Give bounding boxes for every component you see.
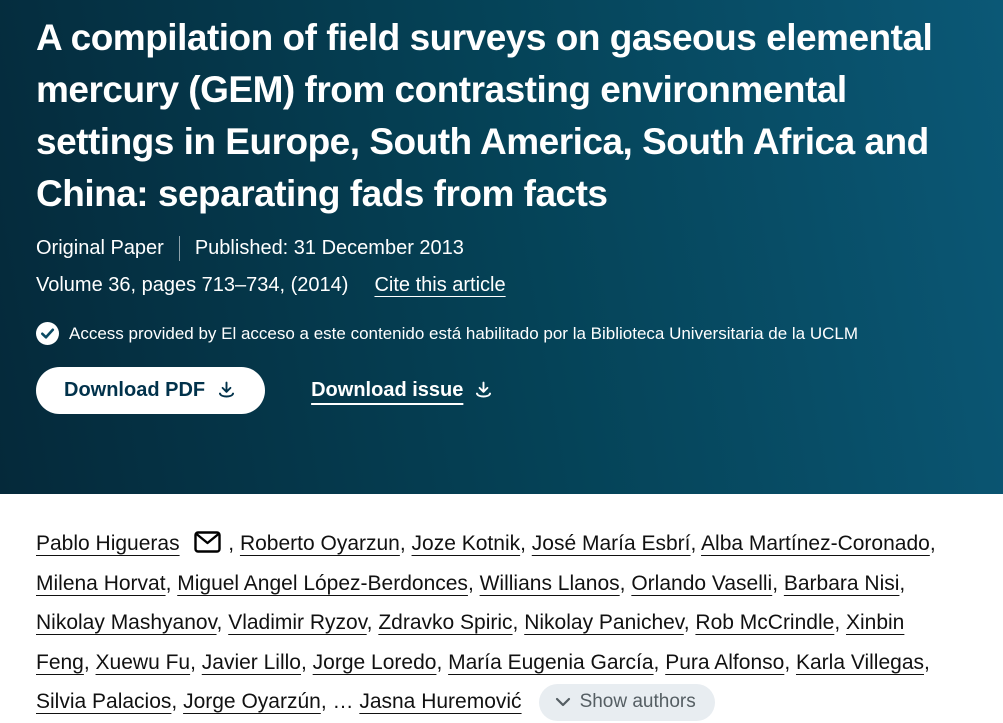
envelope-icon (194, 531, 222, 553)
author-link[interactable]: Joze Kotnik (411, 532, 521, 555)
author-link[interactable]: Pura Alfonso (665, 650, 785, 674)
author-link[interactable]: Milena Horvat (36, 571, 166, 595)
author-link[interactable]: Orlando Vaselli (631, 571, 773, 595)
download-pdf-label: Download PDF (64, 379, 206, 401)
author-link[interactable]: Nikolay Panichev (524, 611, 684, 634)
meta-separator (178, 236, 180, 261)
show-authors-button[interactable]: Show authors (538, 683, 715, 721)
author-link[interactable]: Javier Lillo (201, 650, 301, 674)
show-authors-label: Show authors (579, 690, 696, 712)
article-hero: A compilation of field surveys on gaseou… (0, 0, 1003, 494)
access-note: Access provided by El acceso a este cont… (69, 323, 859, 343)
download-icon (476, 381, 492, 398)
actions-row: Download PDF Download issue (36, 367, 967, 414)
author-link[interactable]: Barbara Nisi (783, 571, 900, 595)
download-pdf-button[interactable]: Download PDF (36, 367, 266, 414)
download-issue-label: Download issue (311, 379, 464, 401)
published-date: Published: 31 December 2013 (194, 237, 464, 259)
download-icon (219, 381, 235, 398)
download-issue-link[interactable]: Download issue (311, 379, 494, 402)
author-link-last[interactable]: Jasna Huremović (359, 690, 522, 713)
author-link[interactable]: Vladimir Ryzov (228, 611, 367, 634)
article-title: A compilation of field surveys on gaseou… (36, 17, 933, 214)
author-link[interactable]: Xinbin Feng (36, 611, 905, 674)
author-link[interactable]: Nikolay Mashyanov (36, 611, 217, 634)
author-link[interactable]: Zdravko Spiric (378, 611, 513, 634)
author-link[interactable]: Alba Martínez-Coronado (701, 532, 930, 555)
volume-row: Volume 36, pages 713–734, (2014) Cite th… (36, 274, 967, 297)
author-link[interactable]: Roberto Oyarzun (239, 532, 400, 555)
author-link[interactable]: Silvia Palacios (36, 690, 172, 713)
author-link[interactable]: Rob McCrindle (695, 611, 835, 634)
authors-paragraph: Pablo Higueras , Roberto Oyarzun, Joze K… (36, 524, 951, 722)
article-type: Original Paper (36, 237, 164, 259)
access-provided-row: Access provided by El acceso a este cont… (36, 322, 967, 345)
author-link[interactable]: Jorge Loredo (312, 650, 437, 674)
check-circle-icon (36, 322, 59, 345)
volume-info: Volume 36, pages 713–734, (2014) (36, 274, 349, 296)
author-list: Pablo Higueras , Roberto Oyarzun, Joze K… (36, 531, 936, 713)
author-link[interactable]: María Eugenia García (448, 650, 654, 674)
author-link[interactable]: José María Esbrí (531, 532, 691, 555)
cite-this-article-link[interactable]: Cite this article (374, 274, 506, 296)
article-meta-row: Original Paper Published: 31 December 20… (36, 236, 967, 261)
author-link[interactable]: Jorge Oyarzún (183, 690, 321, 713)
author-link[interactable]: Karla Villegas (795, 650, 925, 674)
author-link[interactable]: Willians Llanos (479, 571, 620, 595)
author-link[interactable]: Xuewu Fu (95, 650, 191, 674)
author-link[interactable]: Miguel Angel López-Berdonces (177, 571, 468, 595)
authors-section: Pablo Higueras , Roberto Oyarzun, Joze K… (0, 494, 1003, 722)
chevron-down-icon (555, 697, 570, 707)
author-link[interactable]: Pablo Higueras (36, 532, 180, 555)
